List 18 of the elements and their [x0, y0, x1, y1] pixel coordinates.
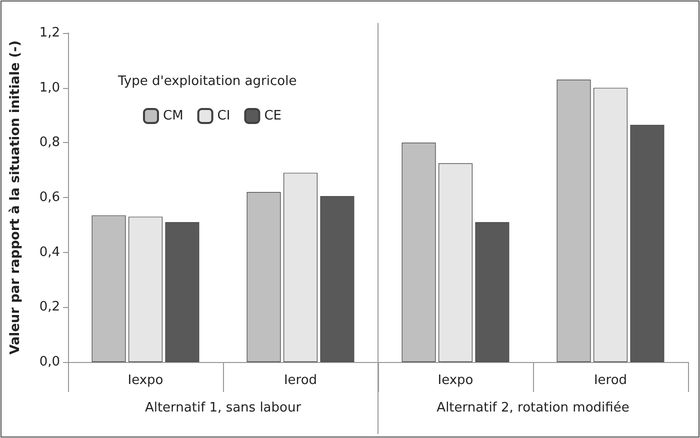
x-tick-label: Iexpo	[438, 373, 474, 388]
legend-label: CM	[163, 108, 184, 124]
y-tick-label: 0,0	[39, 354, 60, 370]
text: Alternatif 1, sans labour	[144, 400, 302, 416]
y-tick-label: 0,4	[39, 244, 60, 260]
x-tick-label: Iexpo	[128, 373, 164, 388]
legend-label: CI	[217, 108, 230, 124]
y-tick-label: 1,0	[39, 80, 60, 96]
y-tick-label: 0,2	[39, 300, 60, 315]
x-tick-label: Ierod	[284, 373, 318, 388]
text: Alternatif 2, rotation modifiée	[436, 400, 630, 416]
y-axis-title: Valeur par rapport à la situation initiale (-)	[8, 40, 23, 355]
y-tick-label: 0,6	[39, 190, 60, 205]
y-tick-label: 0,8	[39, 135, 60, 150]
legend-title: Type d'exploitation agricole	[117, 74, 297, 89]
y-tick-label: 1,2	[39, 26, 60, 40]
x-tick-label: Ierod	[594, 373, 628, 388]
legend-label: CE	[264, 108, 282, 124]
